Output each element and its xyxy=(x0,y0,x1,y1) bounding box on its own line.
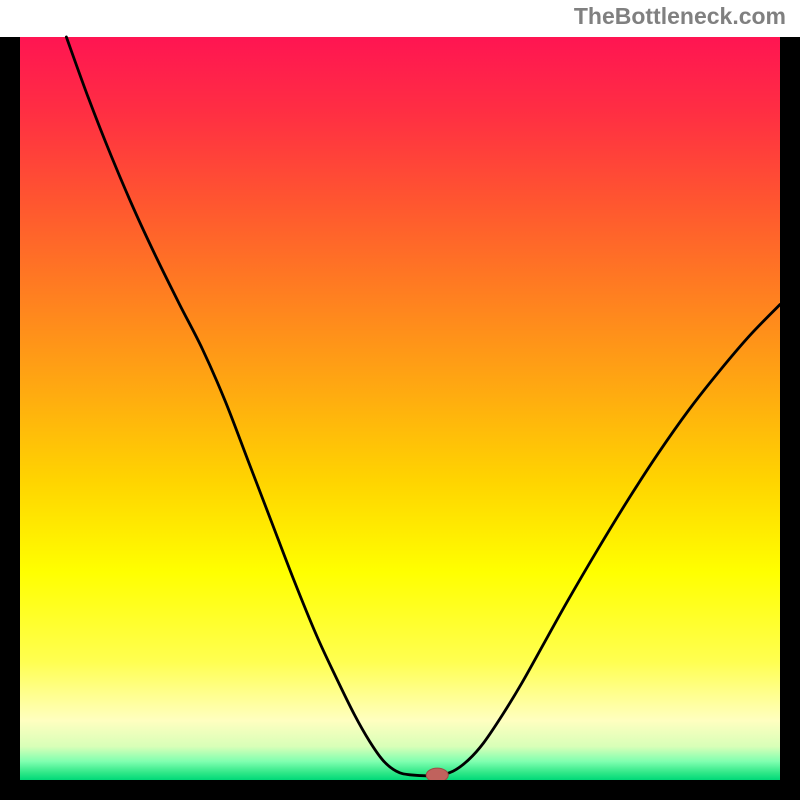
plot-svg xyxy=(0,0,800,800)
operating-point-marker xyxy=(426,768,448,782)
watermark-text: TheBottleneck.com xyxy=(574,3,786,30)
bottleneck-chart: TheBottleneck.com xyxy=(0,0,800,800)
gradient-background xyxy=(20,37,780,780)
